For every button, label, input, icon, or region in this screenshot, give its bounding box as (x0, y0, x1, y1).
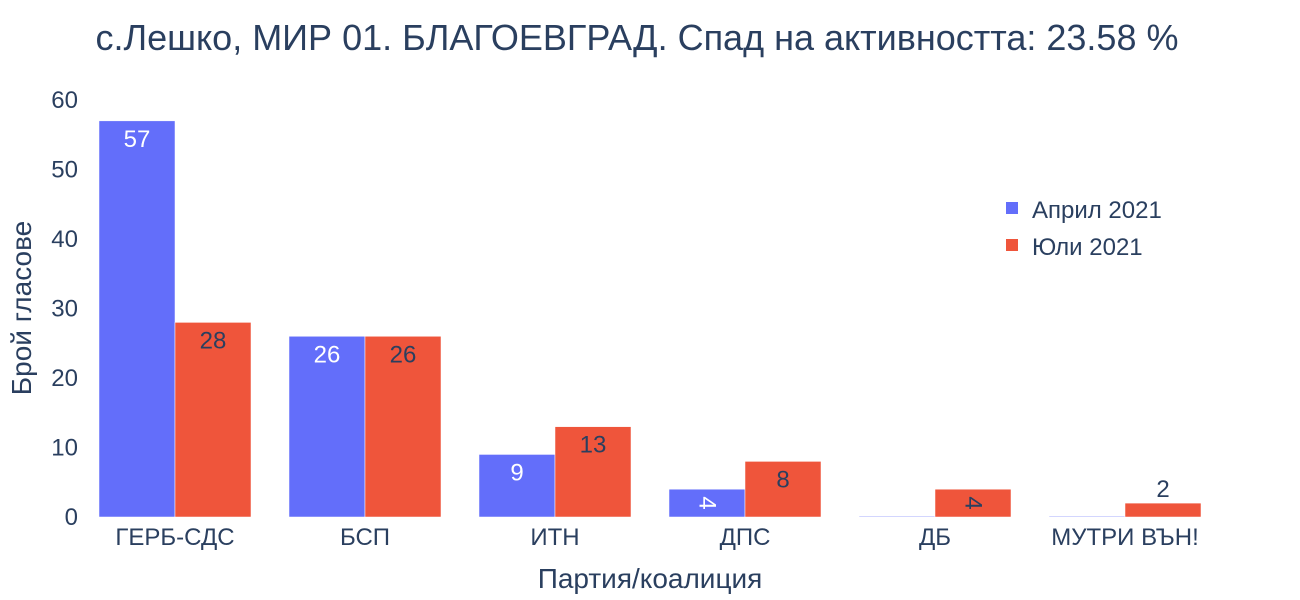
bar (364, 336, 442, 518)
legend-swatch (1006, 202, 1018, 214)
y-axis-title: Брой гласове (6, 221, 37, 395)
x-tick-label: ИТН (530, 524, 579, 551)
legend-label: Април 2021 (1032, 197, 1162, 224)
y-tick-label: 10 (51, 435, 78, 462)
bar (744, 461, 822, 518)
bar (668, 488, 746, 518)
bar (934, 488, 1012, 518)
y-tick-label: 50 (51, 157, 78, 184)
bar (174, 322, 252, 518)
bar (858, 515, 936, 518)
x-axis-ticks: ГЕРБ-СДС БСП ИТН ДПС ДБ МУТРИ ВЪН! (115, 524, 1198, 551)
bar-labels-group: 57 28 26 26 9 13 4 8 4 2 (124, 126, 1170, 510)
bar (98, 120, 176, 518)
bar-value-label: 2 (1156, 476, 1169, 503)
legend-swatch (1006, 239, 1018, 251)
bar-value-label: 26 (390, 341, 417, 368)
bar (554, 426, 632, 518)
x-tick-label: ДПС (720, 524, 771, 551)
y-tick-label: 60 (51, 87, 78, 114)
legend-label: Юли 2021 (1032, 234, 1143, 261)
x-tick-label: ДБ (919, 524, 951, 551)
x-axis-title: Партия/коалиция (538, 563, 763, 594)
bar-value-label: 28 (200, 327, 227, 354)
bar-value-label: 9 (510, 459, 523, 486)
bar (1048, 515, 1126, 518)
bar-value-label: 26 (314, 341, 341, 368)
x-tick-label: БСП (340, 524, 390, 551)
x-tick-label: МУТРИ ВЪН! (1051, 524, 1198, 551)
y-tick-label: 20 (51, 365, 78, 392)
legend: Април 2021 Юли 2021 (1006, 197, 1162, 261)
bar-value-label: 13 (580, 432, 607, 459)
x-tick-label: ГЕРБ-СДС (115, 524, 234, 551)
chart-title: с.Лешко, МИР 01. БЛАГОЕВГРАД. Спад на ак… (95, 17, 1178, 58)
bar (478, 454, 556, 518)
y-axis-ticks: 0 10 20 30 40 50 60 (51, 87, 78, 531)
y-tick-label: 0 (65, 504, 78, 531)
bar-value-label: 8 (776, 466, 789, 493)
bar (1124, 502, 1202, 518)
y-tick-label: 30 (51, 296, 78, 323)
bars-group (98, 120, 1202, 518)
bar-value-label: 57 (124, 126, 151, 153)
y-tick-label: 40 (51, 226, 78, 253)
bar (288, 336, 366, 518)
bar-value-label: 4 (694, 496, 721, 509)
bar-value-label: 4 (960, 496, 987, 509)
